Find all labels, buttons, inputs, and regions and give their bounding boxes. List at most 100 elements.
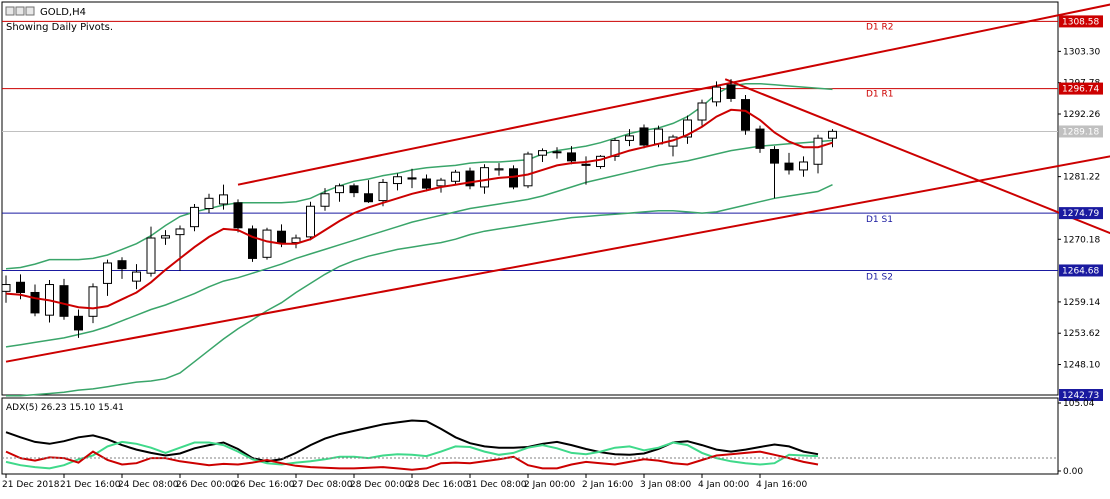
candle: [755, 125, 765, 153]
moving-average-line: [5, 108, 833, 310]
candle-body: [639, 127, 649, 146]
current-price-tag-bg: [1059, 125, 1103, 138]
candle-body: [88, 286, 98, 317]
time-tick-label: 26 Dec 16:00: [234, 480, 295, 490]
time-tick-label: 27 Dec 08:00: [292, 480, 353, 490]
candle-body: [755, 128, 765, 149]
pivot-price-tag-bg: [1059, 207, 1103, 220]
candle: [596, 155, 605, 169]
candle-body: [552, 151, 562, 154]
candle: [523, 151, 533, 189]
candle: [219, 184, 228, 210]
candle-body: [465, 170, 475, 187]
candle-body: [190, 206, 199, 228]
adx-tick-label: 105.04: [1063, 399, 1095, 409]
candle-body: [262, 229, 272, 258]
trendline[interactable]: [724, 78, 1110, 238]
candle: [784, 152, 794, 175]
time-tick-label: 3 Jan 08:00: [640, 480, 692, 490]
candle: [494, 163, 504, 176]
candle: [407, 168, 417, 189]
price-tick-label: 1281.22: [1063, 173, 1100, 183]
candle: [262, 227, 272, 260]
candle: [320, 188, 330, 211]
candle: [799, 156, 808, 177]
candle: [639, 124, 649, 149]
chart-icon[interactable]: [15, 6, 25, 16]
pivot-label: D1 R1: [866, 90, 894, 100]
trendline[interactable]: [237, 2, 1110, 186]
candle: [813, 134, 823, 174]
symbol-title: GOLD,H4: [40, 7, 86, 18]
candle: [291, 234, 301, 249]
candle-body: [1, 284, 11, 292]
price-tick-label: 1248.10: [1063, 361, 1100, 371]
adx-pane-frame: [1, 397, 1059, 475]
candle: [1, 275, 11, 303]
candle: [625, 129, 634, 147]
candle: [567, 146, 576, 165]
price-tick-label: 1259.14: [1063, 298, 1100, 308]
candle-body: [132, 271, 141, 282]
candle: [828, 129, 837, 148]
candle-body: [480, 167, 489, 188]
candle-body: [436, 179, 446, 187]
properties-icon[interactable]: [25, 6, 35, 16]
time-tick-label: 24 Dec 08:00: [118, 480, 179, 490]
time-tick-label: 31 Dec 08:00: [466, 480, 527, 490]
candle: [697, 99, 707, 126]
candle-body: [161, 235, 170, 239]
candle: [88, 283, 98, 324]
pivot-price-tag-bg: [1059, 264, 1103, 277]
candle: [378, 179, 388, 207]
candle: [393, 173, 402, 191]
time-tick-label: 28 Dec 16:00: [408, 480, 469, 490]
adx-line: [5, 419, 819, 463]
pivot-label: D1 R2: [866, 22, 894, 32]
adx-axis: 105.04 0.00: [1058, 399, 1095, 477]
time-tick-label: 21 Dec 2018: [2, 480, 60, 490]
window-menu-icon[interactable]: [5, 6, 15, 16]
time-tick-label: 2 Jan 16:00: [582, 480, 634, 490]
candle-body: [581, 163, 591, 166]
candle-body: [813, 137, 823, 165]
candle-body: [291, 237, 301, 244]
candle-body: [422, 178, 431, 189]
pivot-subtitle: Showing Daily Pivots.: [6, 22, 113, 33]
candle: [610, 138, 620, 161]
price-axis[interactable]: 1303.301297.781292.261281.221270.181259.…: [1058, 15, 1103, 401]
candle: [364, 180, 373, 203]
candle-body: [784, 162, 794, 171]
candle: [770, 146, 779, 199]
candle-body: [538, 150, 547, 156]
time-tick-label: 2 Jan 00:00: [524, 480, 576, 490]
candle-body: [567, 152, 576, 162]
trendlines[interactable]: [5, 2, 1110, 363]
candle-body: [335, 185, 344, 194]
adx-indicator-pane[interactable]: ADX(5) 26.23 15.10 15.41 105.04 0.00: [1, 397, 1095, 477]
candle-body: [204, 197, 214, 210]
moving-average: [5, 108, 833, 310]
trendline[interactable]: [5, 154, 1110, 363]
pivot-label: D1 S1: [866, 215, 893, 225]
candle-body: [364, 193, 373, 203]
candle-body: [103, 262, 112, 284]
pivot-price-tag: 1308.58: [1062, 17, 1099, 27]
candle-body: [712, 86, 721, 103]
candle: [349, 183, 359, 198]
candle: [741, 95, 750, 135]
pivot-price-tag-bg: [1059, 82, 1103, 95]
candle: [30, 284, 40, 317]
candle-body: [233, 202, 243, 229]
candle-body: [610, 139, 620, 157]
candle-body: [828, 130, 837, 139]
current-price-tag: 1289.18: [1062, 127, 1099, 137]
candle-body: [741, 99, 750, 131]
candle: [204, 193, 214, 214]
candle-body: [117, 260, 127, 270]
candle: [132, 264, 141, 290]
